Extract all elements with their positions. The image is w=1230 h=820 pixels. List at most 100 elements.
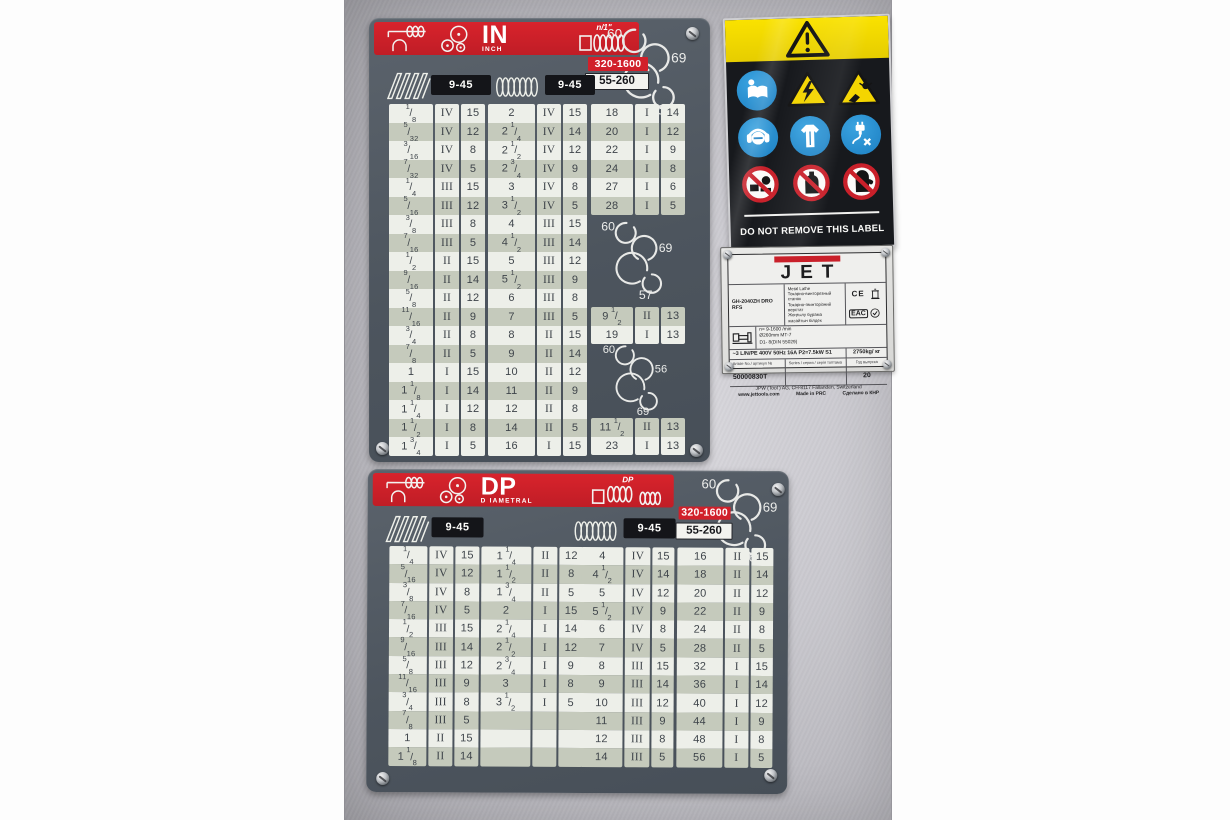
table-cell: 8 xyxy=(461,215,485,234)
table-cell: 5 xyxy=(461,344,485,363)
table-cell: 56 xyxy=(676,748,723,768)
table-cell: IV xyxy=(537,122,561,141)
table-cell: 23 xyxy=(591,436,633,455)
table-cell: 3/16 xyxy=(389,139,433,161)
table-cell: 15 xyxy=(454,729,479,748)
table-cell: 11 xyxy=(488,381,535,400)
table-column: 16 18 20 22 24 28 32 36 40 44 48 56 xyxy=(676,547,724,768)
table-cell: IV xyxy=(435,104,459,123)
spec-line: D1- 8(DIN 55029) xyxy=(759,340,798,346)
table-cell: 5 xyxy=(461,437,485,456)
thread-profile-icon xyxy=(385,515,430,543)
table-cell: 6 xyxy=(488,289,535,308)
lead-icon-label: DP xyxy=(622,475,634,485)
table-cell: I xyxy=(724,657,749,676)
table-cell: 40 xyxy=(676,693,723,713)
table-cell: 9 xyxy=(750,712,773,731)
table-cell: 5 xyxy=(661,196,685,215)
table-cell: 8 xyxy=(558,674,583,694)
table-cell: II xyxy=(428,747,453,766)
table-cell: 15 xyxy=(651,657,674,676)
table-cell: 12 xyxy=(559,546,584,566)
warning-band xyxy=(724,15,889,63)
spindle-specs: n= 9-1600 /min Ø260mm MT-7 D1- 8(DIN 550… xyxy=(756,324,886,348)
table-cell: 12 xyxy=(461,122,485,141)
table-cell: 27 xyxy=(591,178,633,197)
table-cell: 12 xyxy=(580,729,623,749)
made-in-text: Made in PRC xyxy=(796,392,827,398)
table-cell: 3/4 xyxy=(388,690,427,713)
table-cell: II xyxy=(537,344,561,363)
article-value: 50000830T xyxy=(732,373,768,382)
table-cell: III xyxy=(435,178,459,197)
table-cell: 1/4 xyxy=(389,176,433,198)
pitch-range-badge: 9-45 xyxy=(431,75,491,95)
table-cell: IV xyxy=(429,564,454,583)
table-cell: I xyxy=(532,619,558,639)
article-row: Article No./ артикул № 50000830T Series … xyxy=(729,357,888,388)
table-cell: 11 1/2 xyxy=(591,416,633,438)
thread-table-group: 11 1/2 23 II I 13 13 xyxy=(591,416,685,455)
gear-train-diagram: 60 69 57 xyxy=(601,220,672,302)
leadscrew-icon xyxy=(386,476,425,502)
disconnect-before-service-icon xyxy=(840,114,882,156)
table-cell: 5/8 xyxy=(388,654,427,676)
leadscrew-icon xyxy=(387,25,426,51)
plate-title: IN INCH xyxy=(482,23,508,53)
table-cell: I xyxy=(537,437,561,456)
table-cell: 12 xyxy=(461,196,485,215)
table-cell: 5 xyxy=(461,159,485,178)
screw-icon xyxy=(723,250,733,260)
table-cell: III xyxy=(428,637,453,657)
table-cell: II xyxy=(537,418,561,437)
inch-thread-plate: IN INCH n/1" 60 69 56 320-1600 55-260 xyxy=(369,18,710,462)
table-cell: 5 xyxy=(651,748,674,768)
screw-icon xyxy=(690,444,703,457)
table-cell: 2 3/4 xyxy=(480,654,531,677)
table-cell: 15 xyxy=(461,252,485,271)
table-cell: 12 xyxy=(661,122,685,141)
table-cell xyxy=(480,729,531,749)
table-cell: 15 xyxy=(652,547,675,566)
table-cell: III xyxy=(435,196,459,215)
table-cell: II xyxy=(533,583,558,602)
table-cell: 15 xyxy=(455,546,480,565)
table-column: II I xyxy=(635,307,659,344)
ce-mark: CE xyxy=(851,289,865,299)
table-cell: 12 xyxy=(652,583,675,603)
table-cell: 14 xyxy=(461,381,485,400)
table-cell: II xyxy=(435,252,459,271)
article-number: Article No./ артикул № 50000830T xyxy=(729,359,787,387)
table-cell: III xyxy=(537,270,561,289)
table-cell: 14 xyxy=(651,675,674,694)
gear-teeth-count: 69 xyxy=(637,406,649,418)
table-cell: 7/8 xyxy=(389,342,433,365)
series-label: Series / серия / серія топтама xyxy=(788,359,842,366)
table-cell: 8 xyxy=(750,730,773,750)
table-cell: 5 xyxy=(559,583,584,602)
year-label: Год выпуска xyxy=(855,359,878,365)
table-cell: 5 xyxy=(461,233,485,252)
table-cell: II xyxy=(635,418,659,437)
table-cell: 5 xyxy=(558,693,583,712)
table-cell: II xyxy=(537,381,561,400)
table-cell: IV xyxy=(625,602,651,621)
table-cell: II xyxy=(533,565,558,584)
table-cell: 8 xyxy=(559,565,584,584)
table-cell: 14 xyxy=(563,233,587,252)
table-cell: 7 xyxy=(580,638,623,658)
table-cell: 11/16 xyxy=(389,305,433,328)
table-cell: IV xyxy=(435,122,459,141)
table-column: 14 12 9 8 6 5 xyxy=(661,104,685,215)
table-cell: III xyxy=(428,674,453,693)
table-cell: 4 xyxy=(488,215,535,234)
manufacturer-footer: JPW (Tool ) AG, CH-8117 Fällanden, Switz… xyxy=(730,385,887,400)
table-cell: II xyxy=(537,363,561,382)
table-cell: 1 1/8 xyxy=(388,745,427,767)
table-cell: II xyxy=(435,344,459,363)
type-line: Токарно-винторезный станок xyxy=(787,290,832,302)
certification-marks: CE EAC xyxy=(846,283,887,324)
table-cell: 22 xyxy=(591,141,633,160)
table-cell: 32 xyxy=(676,657,723,676)
